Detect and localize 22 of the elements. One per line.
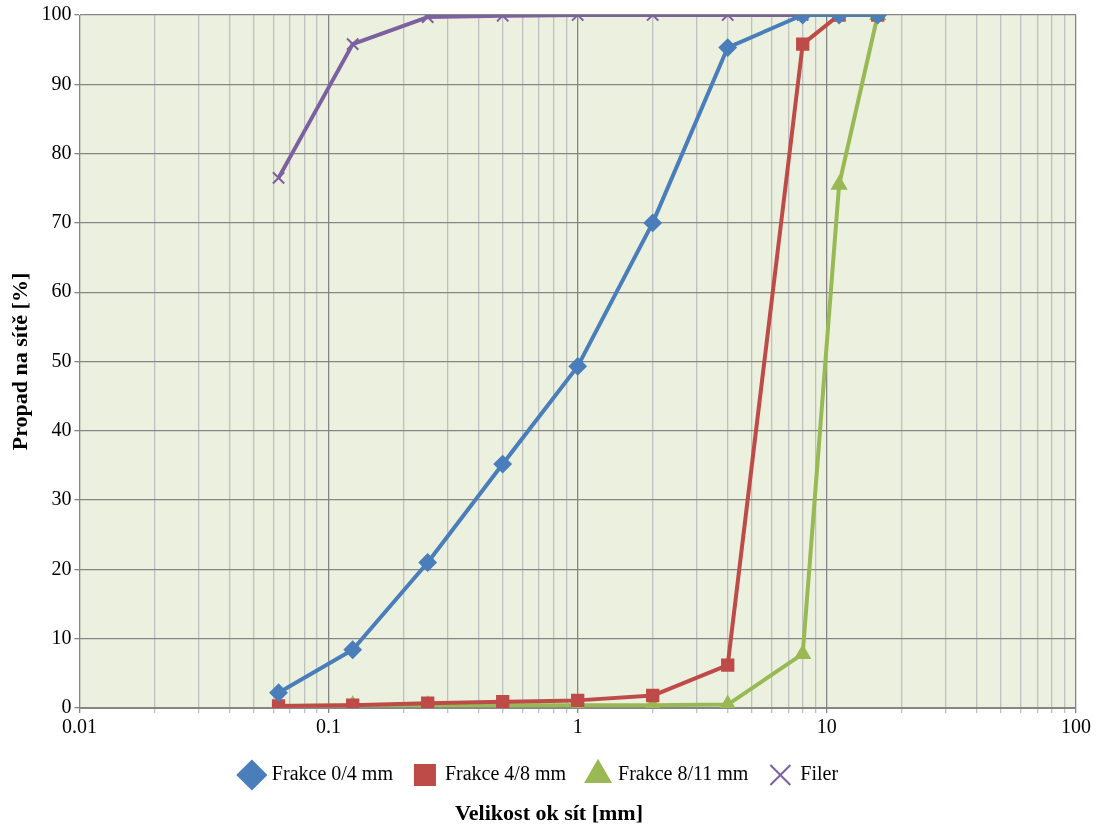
x-tick-label: 100 [1061, 715, 1091, 738]
y-tick-label: 40 [51, 418, 72, 441]
legend-label: Frakce 8/11 mm [618, 762, 749, 785]
x-tick-label: 0.1 [316, 715, 342, 738]
x-tick-label: 1 [572, 715, 583, 738]
legend-label: Filer [800, 762, 839, 785]
x-tick-label: 10 [816, 715, 837, 738]
y-tick-label: 0 [61, 695, 72, 718]
y-tick-label: 90 [51, 71, 72, 94]
x-tick-label: 0.01 [61, 715, 97, 738]
y-tick-label: 30 [51, 487, 72, 510]
legend-label: Frakce 4/8 mm [444, 762, 567, 785]
y-axis-title: Propad na sítě [%] [6, 272, 32, 451]
x-axis-title: Velikost ok sít [mm] [454, 800, 644, 826]
legend-label: Frakce 0/4 mm [271, 762, 394, 785]
y-tick-label: 50 [51, 348, 72, 371]
y-tick-label: 20 [51, 556, 72, 579]
y-tick-label: 60 [51, 279, 72, 302]
y-tick-label: 80 [51, 140, 72, 163]
y-tick-label: 100 [41, 2, 72, 25]
y-tick-label: 10 [51, 625, 72, 648]
y-tick-label: 70 [51, 210, 72, 233]
